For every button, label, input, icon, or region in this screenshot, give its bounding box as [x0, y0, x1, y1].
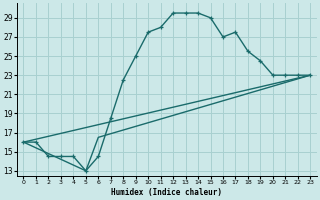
X-axis label: Humidex (Indice chaleur): Humidex (Indice chaleur) [111, 188, 222, 197]
